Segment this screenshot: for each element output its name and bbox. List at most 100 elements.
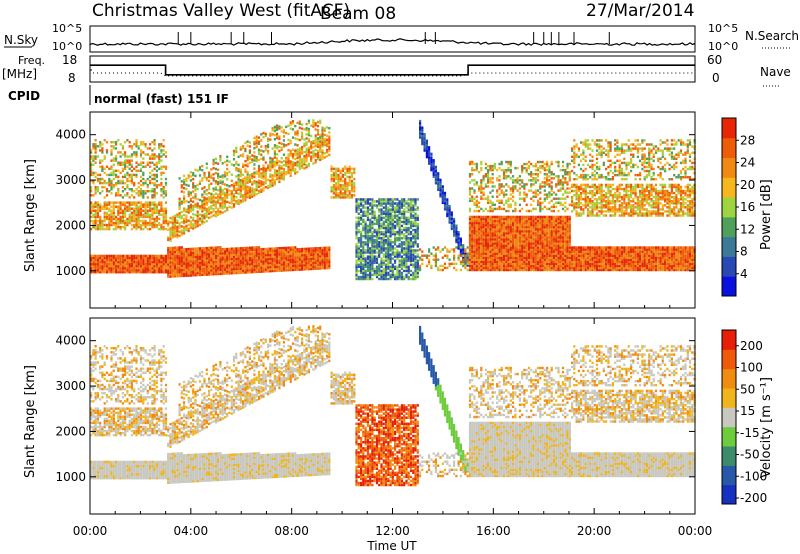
power-cell — [205, 176, 208, 180]
power-cell — [194, 226, 197, 229]
power-cell — [480, 162, 483, 166]
power-cell — [173, 216, 177, 220]
power-cell — [133, 219, 136, 223]
power-cell — [96, 254, 99, 258]
power-cell — [183, 252, 186, 255]
power-cell — [205, 263, 208, 266]
power-cell — [389, 208, 392, 211]
power-cell — [162, 271, 165, 274]
power-cell — [357, 265, 360, 269]
power-cell — [253, 254, 256, 257]
power-cell — [185, 183, 188, 187]
power-cell — [380, 218, 383, 222]
power-cell — [112, 207, 115, 210]
power-cell — [405, 200, 408, 203]
power-cell — [321, 139, 324, 142]
power-cell — [112, 141, 115, 144]
power-cell — [378, 271, 381, 275]
power-cell — [149, 260, 152, 264]
power-cell — [373, 230, 376, 234]
power-cell — [196, 273, 199, 277]
power-cell — [117, 221, 120, 225]
power-cell — [167, 238, 170, 242]
power-cell — [394, 226, 397, 230]
power-cell — [398, 212, 401, 215]
power-cell — [391, 267, 394, 271]
power-cell — [432, 169, 435, 172]
power-cell — [155, 262, 158, 266]
power-cell — [328, 262, 331, 266]
power-cell — [257, 179, 261, 182]
power-cell — [335, 169, 338, 173]
power-cell — [373, 212, 376, 215]
power-cell — [160, 262, 163, 266]
power-cell — [178, 197, 181, 201]
power-cell — [237, 257, 240, 260]
power-cell — [255, 264, 258, 268]
power-cell — [457, 245, 460, 248]
power-cell — [443, 197, 447, 201]
power-cell — [124, 181, 127, 185]
power-cell — [128, 266, 131, 270]
power-cell — [128, 155, 131, 158]
power-cell — [282, 172, 285, 175]
power-cell — [396, 232, 399, 236]
power-cell — [375, 237, 379, 240]
power-cell — [493, 207, 496, 211]
power-cell — [487, 181, 490, 184]
power-cell — [475, 232, 478, 235]
power-cell — [139, 213, 143, 217]
power-cell — [269, 257, 272, 261]
power-cell — [468, 246, 472, 249]
power-cell — [366, 275, 369, 279]
power-cell — [289, 164, 292, 167]
power-cell — [487, 260, 490, 264]
power-cell — [101, 227, 104, 231]
power-cell — [378, 232, 381, 236]
power-cell — [400, 212, 403, 215]
power-cell — [366, 267, 369, 271]
power-cell — [169, 254, 172, 258]
power-cell — [94, 262, 97, 266]
power-cell — [189, 179, 192, 182]
power-cell — [369, 277, 372, 281]
power-cell — [269, 160, 272, 164]
power-cell — [398, 239, 401, 242]
power-cell — [482, 266, 485, 270]
power-cell — [416, 232, 419, 236]
power-cell — [155, 215, 158, 219]
power-cell — [255, 246, 258, 249]
power-cell — [357, 239, 360, 242]
power-cell — [282, 163, 285, 167]
power-cell — [228, 249, 231, 253]
power-cell — [262, 168, 265, 172]
power-cell — [112, 169, 115, 173]
power-cell — [314, 267, 317, 270]
power-cell — [130, 256, 133, 260]
power-cell — [484, 238, 487, 241]
power-cell — [151, 161, 154, 164]
power-cell — [139, 190, 143, 193]
power-cell — [321, 128, 324, 132]
power-cell — [373, 235, 376, 238]
power-cell — [414, 251, 417, 254]
power-cell — [126, 219, 129, 223]
power-cell — [482, 232, 485, 235]
power-cell — [105, 151, 109, 154]
power-cell — [203, 212, 206, 216]
power-cell — [321, 141, 324, 144]
power-cell — [205, 215, 208, 219]
power-cell — [130, 190, 133, 193]
power-cell — [146, 213, 149, 217]
power-cell — [180, 262, 183, 265]
power-cell — [380, 275, 383, 279]
power-cell — [139, 266, 143, 270]
power-cell — [484, 183, 487, 186]
power-cell — [350, 179, 354, 183]
power-cell — [473, 230, 476, 233]
power-cell — [389, 228, 392, 232]
power-cell — [142, 264, 145, 268]
power-cell — [291, 136, 295, 139]
power-cell — [110, 209, 113, 212]
power-cell — [373, 241, 376, 244]
